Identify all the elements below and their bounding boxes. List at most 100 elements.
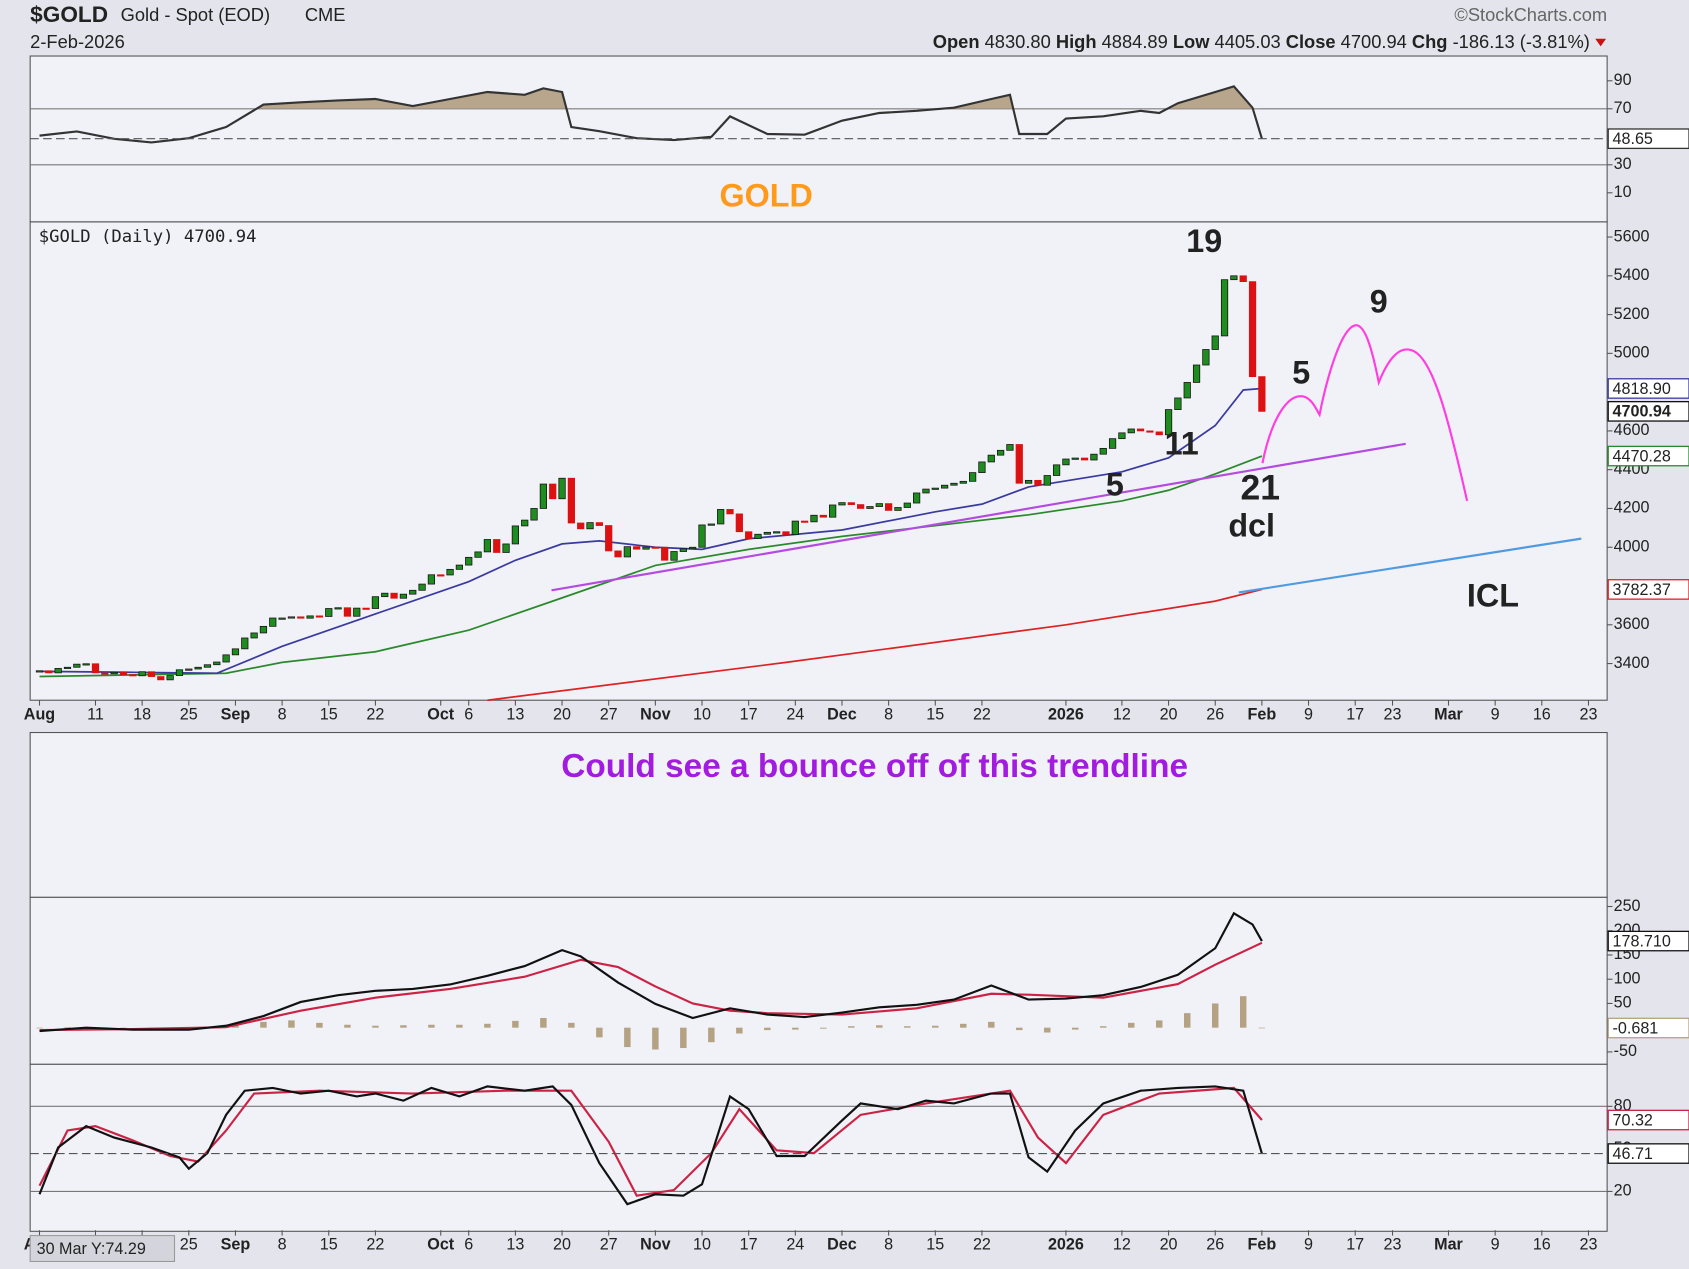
candle (875, 503, 883, 507)
candle (362, 607, 370, 610)
histogram-bar (260, 1021, 267, 1028)
candle (306, 615, 314, 619)
value-box (1607, 1017, 1689, 1039)
candle (343, 607, 352, 617)
candle (1108, 438, 1117, 449)
icl-trendline (1238, 537, 1582, 594)
x-tick-label: Nov (640, 1236, 671, 1254)
candle (437, 574, 445, 577)
candle (763, 531, 771, 535)
value-label: 178.710 (1613, 932, 1671, 950)
histogram-bar (652, 1027, 659, 1050)
annotation: dcl (1228, 507, 1275, 543)
y-tick-label: 3600 (1614, 615, 1650, 633)
candle (847, 502, 855, 505)
candle (185, 668, 193, 671)
candle (157, 676, 165, 681)
histogram-bar (1100, 1026, 1107, 1028)
x-tick-label: 20 (1160, 706, 1178, 724)
x-tick-label: 16 (1533, 706, 1551, 724)
macd-panel (29, 896, 1608, 1065)
x-tick-label: 9 (1304, 706, 1313, 724)
candle (782, 531, 790, 536)
x-tick-label: 23 (1579, 706, 1597, 724)
candle (147, 671, 156, 677)
candle (1164, 409, 1173, 436)
y-tick-label: 90 (1614, 71, 1632, 89)
candle (1099, 447, 1107, 455)
histogram-bar (764, 1027, 771, 1031)
candle (119, 671, 128, 675)
cursor-readout: 30 Mar Y:74.29 (37, 1240, 146, 1258)
x-tick-label: Sep (221, 706, 251, 724)
candle (399, 593, 408, 599)
candle (978, 461, 986, 473)
candle (474, 551, 482, 558)
histogram-bar (792, 1027, 799, 1030)
histogram-bar (540, 1017, 547, 1028)
candle (1034, 479, 1042, 486)
candle (1192, 364, 1201, 383)
candle (969, 472, 977, 482)
x-tick-label: 26 (1206, 706, 1224, 724)
histogram-bar (316, 1022, 323, 1028)
annotation: 21 (1241, 468, 1281, 508)
value: 4700.94 (1341, 31, 1407, 52)
histogram-bar (904, 1026, 911, 1028)
candle (1211, 335, 1219, 350)
candle (996, 449, 1005, 456)
histogram-bar (344, 1024, 351, 1028)
candle (689, 546, 697, 550)
x-tick-label: Dec (827, 1236, 857, 1254)
histogram-bar (848, 1026, 855, 1028)
label: High (1056, 31, 1097, 52)
indicator-line (38, 1085, 1263, 1206)
candle (549, 483, 557, 500)
candle (455, 564, 464, 570)
y-tick-label: 5600 (1614, 227, 1650, 245)
value-label: 46.71 (1613, 1145, 1653, 1163)
x-tick-label: 10 (693, 706, 711, 724)
histogram-bar (1183, 1013, 1191, 1028)
value: 4830.80 (985, 31, 1051, 52)
candle (586, 522, 594, 530)
candle (698, 524, 706, 548)
value-label: -0.681 (1613, 1019, 1659, 1037)
candle (791, 520, 799, 536)
value-label: 3782.37 (1613, 581, 1671, 599)
candle (1146, 430, 1154, 433)
value-box (1607, 579, 1689, 600)
value-box (1607, 378, 1689, 399)
histogram-bar (64, 1027, 71, 1028)
candle (1174, 397, 1182, 410)
x-tick-label: 20 (553, 706, 571, 724)
candle (903, 502, 911, 508)
candle (511, 525, 519, 545)
y-tick-label: 100 (1614, 969, 1641, 987)
candle (101, 672, 109, 675)
value-box (1607, 401, 1689, 422)
candle (297, 616, 305, 619)
price-panel (29, 221, 1608, 701)
candle (1239, 275, 1247, 283)
candle (922, 488, 930, 494)
candle (427, 574, 436, 585)
candle (381, 592, 389, 598)
histogram-bar (680, 1027, 687, 1049)
label: Open (933, 31, 980, 52)
candle (1024, 479, 1033, 484)
candle (931, 487, 939, 490)
value: -186.13 (-3.81%) (1453, 31, 1590, 52)
candle (1202, 349, 1210, 366)
candle (213, 661, 221, 666)
instrument-name: Gold - Spot (EOD) (121, 4, 270, 25)
annotation: ICL (1467, 577, 1519, 613)
x-tick-label: Aug (24, 706, 55, 724)
x-tick-label: 15 (926, 1236, 944, 1254)
candle (175, 669, 184, 676)
candle (642, 546, 650, 550)
candle (567, 477, 575, 524)
x-tick-label: Feb (1248, 1236, 1277, 1254)
candle (773, 531, 781, 534)
x-tick-label: 16 (1533, 1236, 1551, 1254)
